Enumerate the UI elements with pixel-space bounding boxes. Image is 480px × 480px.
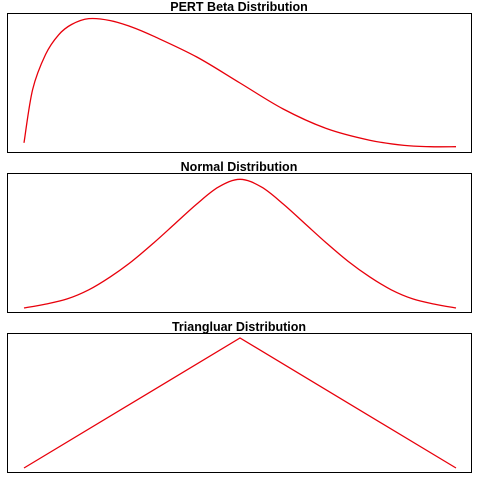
- pert-beta-panel: PERT Beta Distribution: [7, 0, 472, 153]
- triangular-panel: Triangluar Distribution: [7, 320, 472, 473]
- pert-beta-title: PERT Beta Distribution: [170, 0, 308, 14]
- normal-panel: Normal Distribution: [7, 160, 472, 313]
- normal-title: Normal Distribution: [181, 160, 298, 174]
- triangular-curve: [23, 337, 457, 469]
- triangular-plot-frame: [7, 333, 472, 473]
- pert-beta-curve: [23, 17, 457, 148]
- triangular-title: Triangluar Distribution: [172, 320, 306, 334]
- normal-plot-frame: [7, 173, 472, 313]
- normal-curve: [23, 178, 457, 309]
- pert-beta-plot-frame: [7, 13, 472, 153]
